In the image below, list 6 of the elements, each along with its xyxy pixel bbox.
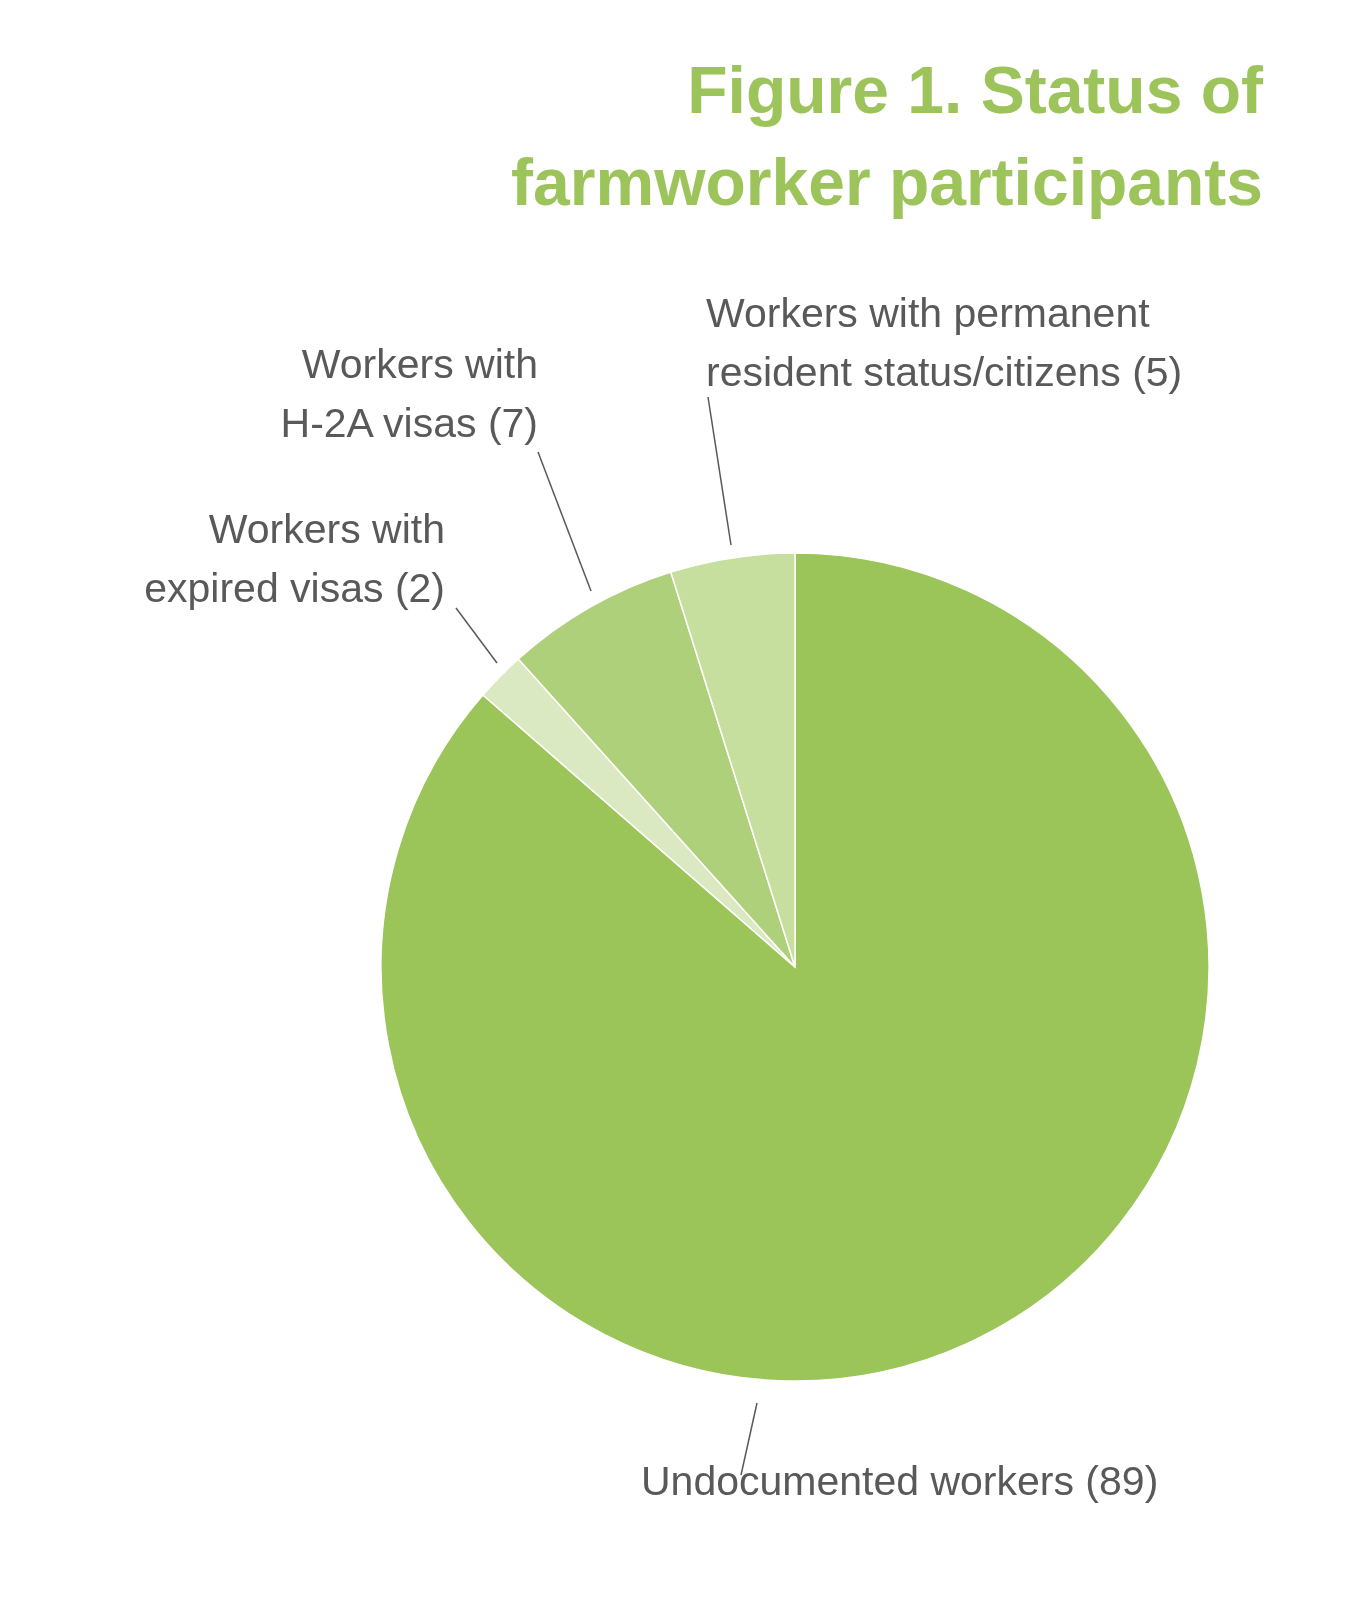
slice-label: Workers with H-2A visas (7) (280, 341, 538, 446)
slice-label: Workers with expired visas (2) (144, 506, 445, 611)
pie-slice (380, 552, 1210, 1382)
slice-label: Undocumented workers (89) (641, 1458, 1159, 1504)
chart-title: Figure 1. Status of farmworker participants (511, 53, 1265, 219)
slice-label: Workers with permanent resident status/citizens (5) (706, 290, 1183, 395)
